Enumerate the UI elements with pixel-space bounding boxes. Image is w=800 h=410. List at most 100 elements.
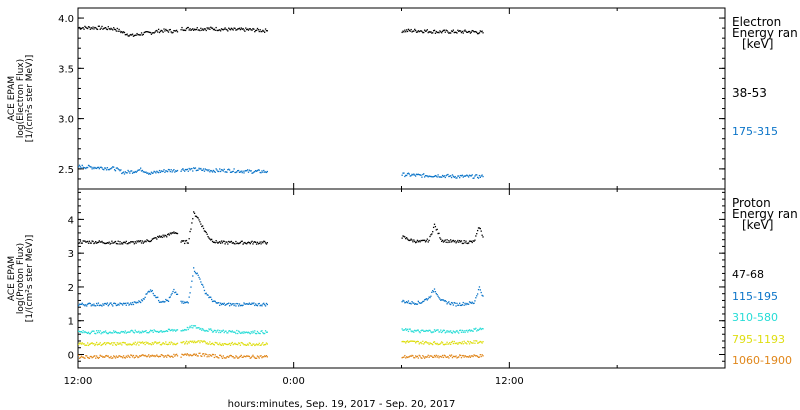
data-point	[97, 25, 100, 27]
data-point	[425, 30, 428, 32]
data-point	[260, 344, 262, 346]
data-point	[224, 330, 226, 332]
data-point	[169, 343, 171, 345]
data-point	[211, 331, 214, 333]
data-point	[451, 340, 454, 343]
data-point	[425, 298, 428, 300]
data-point	[428, 239, 430, 242]
data-point	[459, 304, 462, 307]
data-point	[470, 342, 472, 344]
data-point	[467, 31, 469, 34]
data-point	[240, 27, 242, 29]
data-point	[461, 304, 464, 306]
data-point	[472, 302, 474, 305]
data-point	[160, 29, 162, 32]
data-point	[96, 332, 99, 334]
data-point	[104, 302, 107, 305]
data-point	[129, 356, 131, 359]
data-point	[471, 241, 473, 244]
data-point	[146, 332, 148, 334]
data-point	[104, 242, 106, 245]
data-point	[224, 171, 226, 173]
data-point	[113, 355, 115, 357]
data-point	[256, 169, 259, 172]
data-point	[155, 30, 157, 32]
data-point	[401, 357, 403, 359]
data-point	[154, 355, 156, 358]
data-point	[458, 356, 460, 358]
data-point	[131, 303, 133, 306]
data-point	[206, 169, 208, 171]
data-point	[234, 342, 236, 344]
data-point	[476, 330, 478, 332]
data-point	[127, 331, 129, 333]
data-point	[184, 301, 186, 303]
data-point	[261, 241, 263, 243]
data-point	[411, 331, 413, 333]
data-point	[105, 332, 108, 334]
data-point	[183, 329, 185, 332]
data-point	[167, 343, 170, 345]
data-point	[171, 32, 173, 34]
data-point	[233, 357, 235, 359]
data-point	[211, 342, 214, 344]
data-point	[162, 342, 164, 344]
data-point	[142, 354, 144, 356]
data-point	[86, 332, 89, 334]
data-point	[261, 170, 263, 172]
data-point	[455, 342, 457, 345]
data-point	[136, 32, 138, 35]
data-point	[189, 353, 191, 356]
data-point	[146, 342, 148, 345]
data-point	[156, 354, 158, 356]
data-point	[436, 342, 438, 345]
data-point	[189, 340, 191, 342]
data-point	[164, 234, 166, 236]
data-point	[100, 304, 102, 307]
legend-entry-310-580: 310-580	[732, 311, 778, 324]
data-point	[203, 230, 206, 232]
data-point	[252, 354, 254, 356]
data-point	[458, 30, 460, 33]
data-point	[255, 29, 257, 32]
data-point	[238, 303, 241, 305]
data-point	[240, 304, 242, 306]
data-point	[478, 341, 481, 343]
data-point	[258, 30, 260, 33]
data-point	[229, 171, 232, 173]
data-point	[447, 343, 449, 345]
data-point	[414, 355, 417, 357]
data-point	[81, 356, 83, 358]
data-point	[476, 355, 479, 358]
data-point	[471, 301, 473, 303]
data-point	[186, 301, 189, 303]
data-point	[458, 342, 460, 344]
data-point	[467, 340, 469, 342]
data-point	[101, 25, 103, 28]
data-point	[228, 168, 230, 170]
data-point	[140, 331, 142, 333]
data-point	[202, 341, 204, 343]
data-point	[420, 30, 422, 32]
data-point	[260, 330, 262, 332]
data-point	[405, 174, 407, 177]
data-point	[175, 330, 177, 332]
data-point	[152, 331, 154, 333]
data-point	[456, 241, 458, 243]
data-point	[265, 331, 268, 333]
data-point	[113, 27, 115, 29]
data-point	[123, 241, 126, 243]
data-point	[231, 171, 233, 173]
data-point	[184, 328, 186, 331]
data-point	[183, 341, 185, 343]
data-point	[170, 355, 172, 358]
data-point	[464, 175, 466, 177]
data-point	[439, 355, 441, 358]
data-point	[226, 241, 228, 243]
data-point	[86, 344, 88, 346]
data-point	[466, 302, 468, 305]
data-point	[155, 341, 157, 343]
data-point	[258, 242, 260, 245]
data-point	[175, 353, 178, 356]
data-point	[91, 28, 93, 30]
